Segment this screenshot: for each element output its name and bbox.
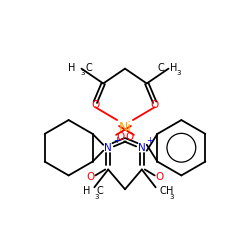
Text: O: O [150,100,159,110]
Text: C: C [158,63,164,73]
Text: C: C [97,186,104,196]
Text: 3: 3 [80,70,85,75]
Text: 3: 3 [176,70,181,75]
Text: O: O [86,172,94,182]
Text: C: C [160,186,166,196]
Text: H: H [68,63,76,73]
Text: N: N [104,143,112,153]
Text: N: N [138,143,146,153]
Text: 3: 3 [94,194,98,200]
Text: C: C [86,63,92,73]
Text: 3: 3 [169,194,174,200]
Text: Ni: Ni [118,122,132,134]
Text: O: O [116,132,124,142]
Text: O: O [126,132,134,142]
Text: O: O [156,172,164,182]
Text: H: H [83,186,90,196]
Text: H: H [166,186,173,196]
Text: H: H [170,63,178,73]
Text: +: + [146,136,153,145]
Text: +: + [113,136,119,145]
Text: O: O [91,100,100,110]
